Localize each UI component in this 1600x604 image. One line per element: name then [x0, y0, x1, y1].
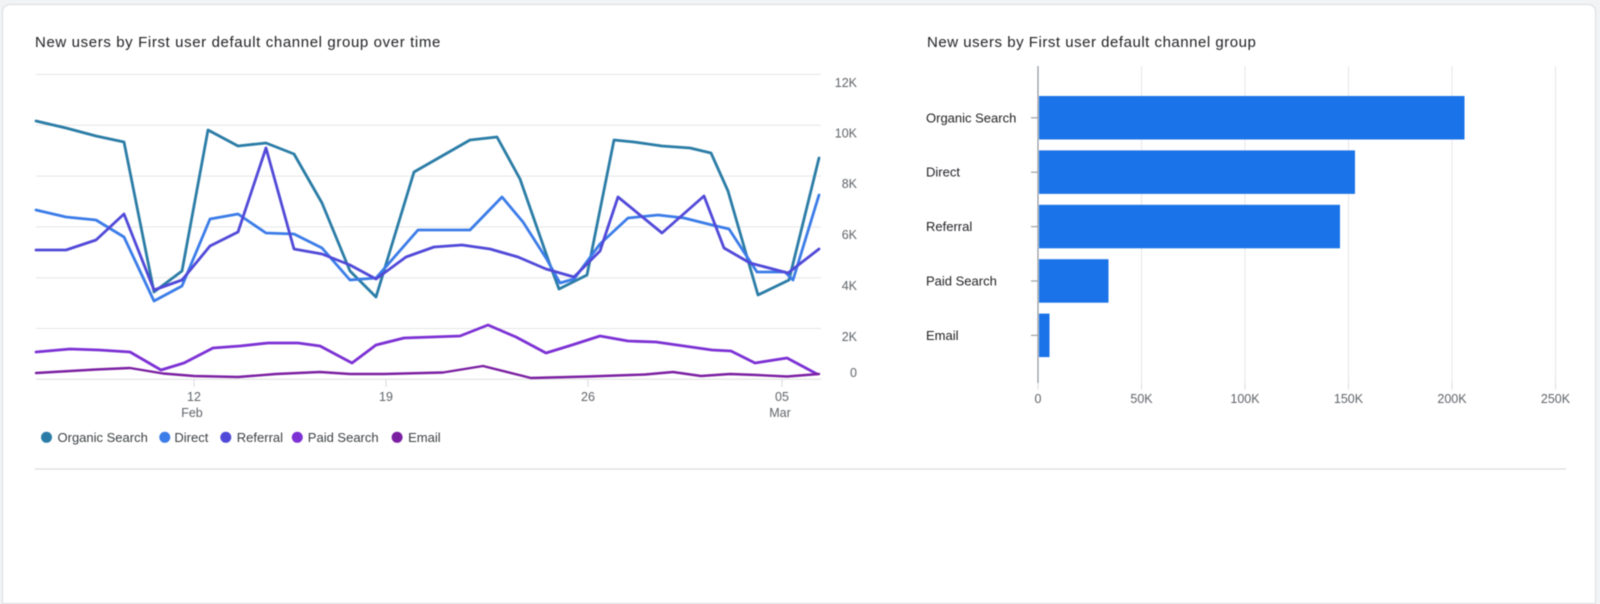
svg-text:Paid Search: Paid Search	[926, 274, 997, 289]
svg-text:Feb: Feb	[181, 406, 203, 420]
svg-text:Direct: Direct	[926, 165, 960, 180]
svg-text:0: 0	[1035, 392, 1042, 406]
svg-text:New users by First user defaul: New users by First user default channel …	[35, 34, 441, 51]
svg-text:Direct: Direct	[174, 430, 208, 445]
svg-text:19: 19	[379, 390, 393, 404]
svg-text:05: 05	[775, 390, 789, 404]
svg-text:200K: 200K	[1437, 392, 1467, 406]
svg-text:6K: 6K	[842, 228, 858, 242]
svg-text:Email: Email	[926, 328, 959, 343]
svg-text:0: 0	[850, 366, 857, 380]
svg-text:12K: 12K	[835, 76, 858, 90]
svg-text:8K: 8K	[842, 177, 858, 191]
svg-text:Referral: Referral	[237, 430, 283, 445]
svg-text:Email: Email	[408, 430, 441, 445]
svg-text:150K: 150K	[1334, 392, 1364, 406]
svg-text:250K: 250K	[1541, 392, 1571, 406]
svg-text:12: 12	[187, 390, 201, 404]
svg-text:Organic Search: Organic Search	[926, 110, 1016, 125]
svg-text:Mar: Mar	[769, 406, 791, 420]
svg-text:Referral: Referral	[926, 219, 972, 234]
svg-text:26: 26	[581, 390, 595, 404]
svg-text:50K: 50K	[1130, 392, 1153, 406]
svg-text:2K: 2K	[842, 330, 858, 344]
svg-text:Organic Search: Organic Search	[58, 430, 148, 445]
svg-text:New users by First user defaul: New users by First user default channel …	[927, 34, 1256, 51]
svg-text:4K: 4K	[842, 279, 858, 293]
svg-text:100K: 100K	[1230, 392, 1260, 406]
svg-text:10K: 10K	[835, 127, 858, 141]
svg-text:Paid Search: Paid Search	[308, 430, 379, 445]
